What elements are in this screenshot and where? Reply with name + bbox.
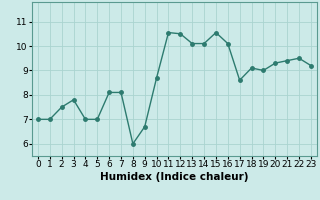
X-axis label: Humidex (Indice chaleur): Humidex (Indice chaleur) [100, 172, 249, 182]
